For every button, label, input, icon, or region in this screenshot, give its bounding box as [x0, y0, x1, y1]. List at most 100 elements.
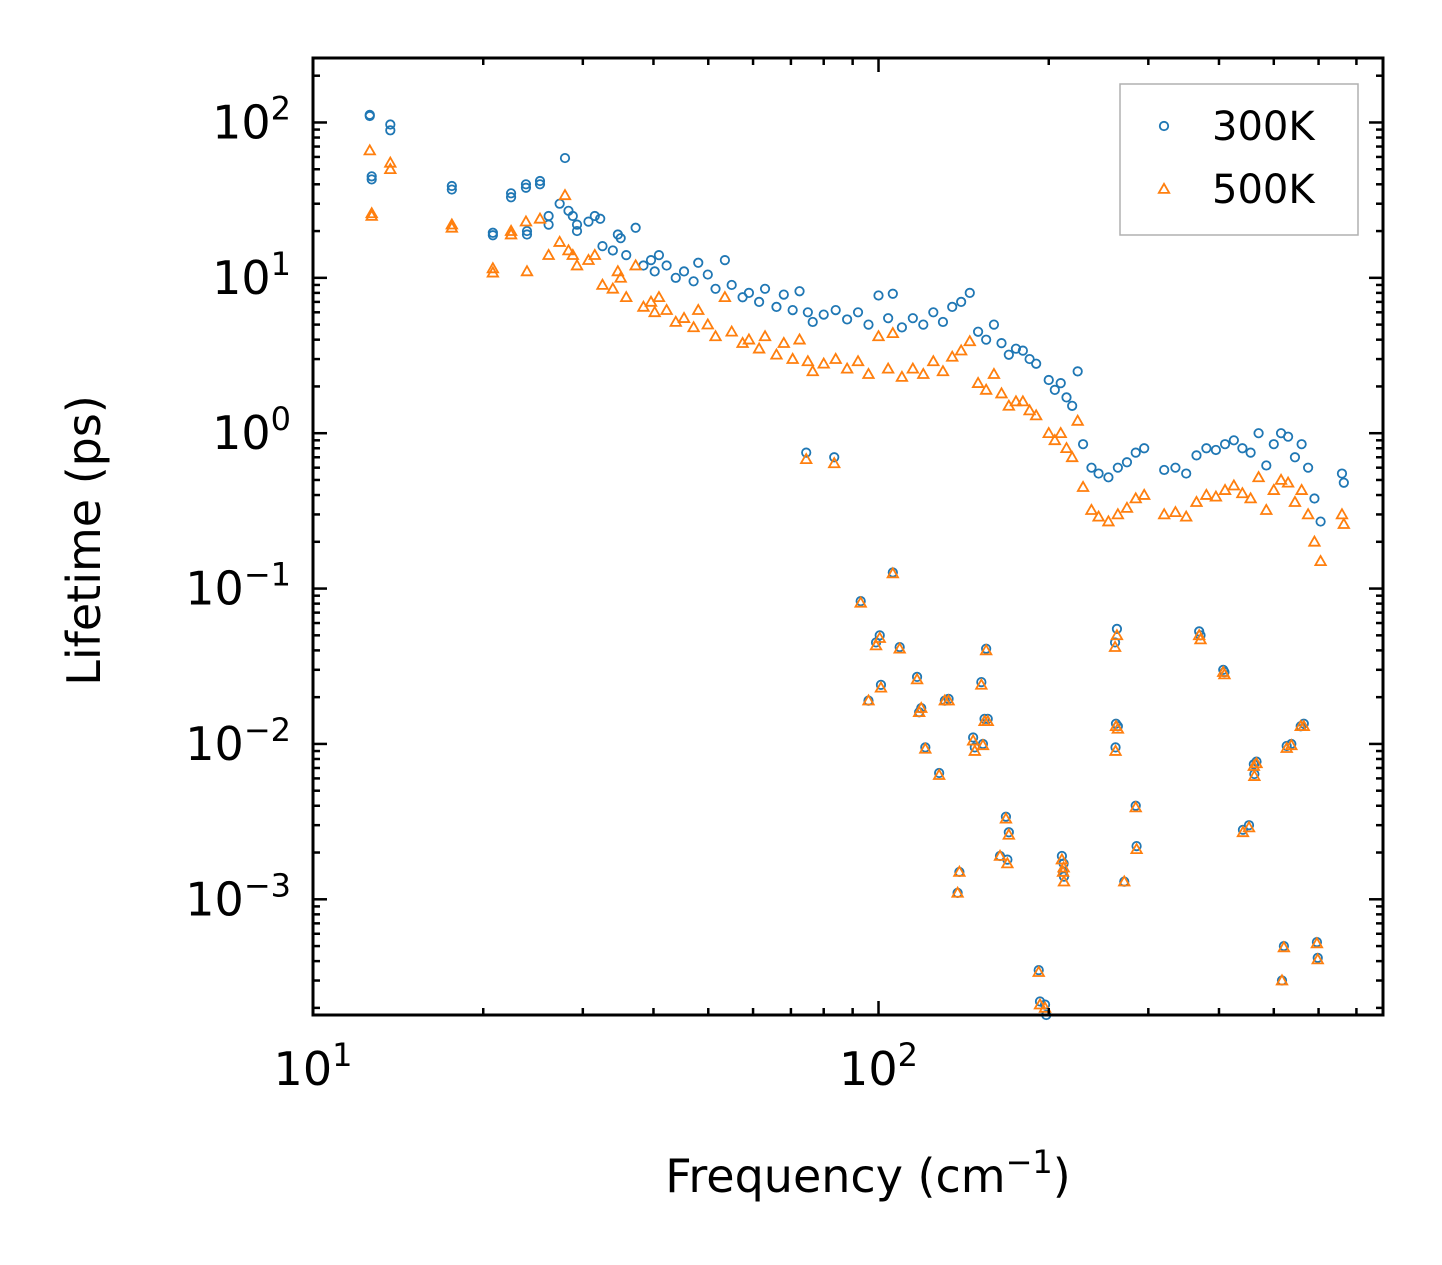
point-300K: [1086, 462, 1097, 473]
point-300K: [787, 304, 798, 316]
point-300K: [801, 447, 812, 458]
point-500K: [1022, 403, 1037, 416]
point-500K: [724, 324, 739, 337]
point-300K: [693, 257, 704, 268]
y-axis-title: Lifetime (ps): [57, 395, 111, 686]
x-axis-title-superscript: −1: [1006, 1143, 1053, 1181]
y-tick-label-base: 10: [185, 717, 244, 771]
point-300K: [794, 286, 805, 297]
legend-marker-300K: [1158, 120, 1170, 132]
point-300K: [1110, 742, 1121, 753]
point-500K: [1070, 413, 1085, 426]
legend-marker-500K: [1157, 181, 1171, 194]
point-300K: [1336, 468, 1348, 479]
y-tick-label: 102: [212, 89, 291, 149]
point-300K: [771, 301, 782, 313]
point-500K: [932, 768, 946, 780]
point-300K: [521, 225, 533, 237]
point-300K: [1072, 366, 1083, 377]
point-500K: [1335, 507, 1349, 520]
point-500K: [1157, 507, 1171, 520]
point-500K: [910, 672, 924, 685]
point-300K: [1049, 384, 1060, 395]
point-500K: [1235, 486, 1250, 499]
point-500K: [1002, 827, 1016, 840]
point-500K: [906, 361, 920, 374]
tick-layer: [311, 58, 1383, 1015]
legend-item-300K: 300K: [1158, 104, 1316, 150]
y-tick-label-base: 10: [212, 406, 271, 460]
point-300K: [649, 266, 660, 277]
point-500K: [1038, 1000, 1052, 1013]
point-500K: [777, 336, 791, 348]
point-300K: [1111, 623, 1123, 635]
point-500K: [805, 364, 820, 377]
point-300K: [543, 219, 554, 230]
y-tick-label-exponent: −3: [244, 866, 291, 904]
x-tick-label: 101: [274, 1036, 353, 1096]
point-500K: [1251, 470, 1266, 483]
point-300K: [802, 307, 813, 318]
point-500K: [840, 361, 854, 374]
point-500K: [1275, 973, 1289, 986]
point-300K: [1296, 439, 1307, 450]
point-500K: [566, 248, 580, 260]
point-500K: [1110, 628, 1124, 641]
point-300K: [988, 319, 1000, 330]
point-300K: [1112, 462, 1123, 473]
point-500K: [1243, 491, 1258, 504]
point-500K: [987, 367, 1001, 379]
point-300K: [883, 313, 894, 324]
point-500K: [1009, 394, 1023, 407]
point-500K: [974, 677, 989, 690]
point-500K: [533, 211, 547, 224]
point-300K: [385, 119, 396, 130]
y-tick-label-base: 10: [185, 872, 244, 926]
point-500K: [659, 303, 674, 315]
point-500K: [816, 356, 831, 369]
point-300K: [754, 296, 765, 308]
point-300K: [1139, 443, 1150, 454]
x-tick-label-exponent: 2: [898, 1036, 918, 1074]
point-500K: [1179, 509, 1193, 522]
point-300K: [1303, 462, 1314, 473]
point-300K: [887, 288, 898, 299]
point-500K: [701, 317, 715, 330]
point-500K: [950, 885, 965, 898]
point-300K: [567, 210, 578, 222]
point-300K: [645, 255, 657, 266]
point-300K: [1315, 516, 1326, 527]
point-500K: [718, 290, 732, 303]
point-500K: [383, 162, 398, 175]
point-500K: [611, 264, 625, 277]
point-500K: [892, 641, 907, 654]
x-tick-label-base: 10: [274, 1042, 333, 1096]
point-300K: [521, 229, 533, 240]
point-500K: [613, 270, 628, 283]
point-500K: [1041, 426, 1056, 439]
point-500K: [785, 352, 800, 364]
point-500K: [1091, 509, 1106, 522]
point-500K: [1199, 488, 1214, 500]
point-300K: [385, 125, 396, 136]
point-300K: [520, 179, 532, 190]
point-500K: [486, 265, 500, 278]
point-500K: [954, 343, 968, 356]
point-500K: [1000, 856, 1015, 869]
point-300K: [597, 241, 608, 252]
point-500K: [1247, 769, 1262, 781]
point-500K: [1059, 441, 1074, 454]
point-300K: [688, 276, 699, 287]
point-500K: [966, 733, 980, 746]
point-500K: [742, 332, 756, 345]
point-300K: [487, 230, 498, 241]
point-300K: [446, 184, 457, 195]
point-300K: [571, 219, 583, 230]
point-500K: [1337, 517, 1351, 529]
point-300K: [947, 301, 958, 313]
point-500K: [941, 693, 956, 706]
point-300K: [1237, 443, 1248, 454]
legend-items: 300K 500K: [1157, 104, 1316, 213]
point-300K: [1253, 428, 1264, 439]
point-300K: [1191, 450, 1202, 461]
